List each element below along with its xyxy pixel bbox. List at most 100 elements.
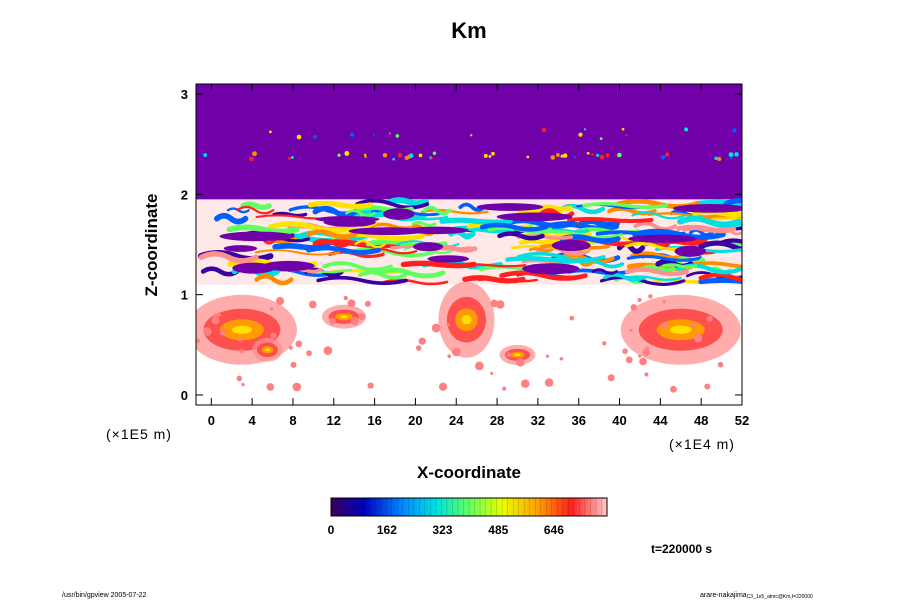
- plume-speck: [490, 299, 499, 308]
- y-tick-label: 3: [181, 87, 188, 102]
- plume-speck: [490, 371, 494, 375]
- upper-speck: [470, 134, 473, 137]
- x-axis-label: X-coordinate: [417, 463, 521, 482]
- upper-speck: [397, 152, 403, 158]
- upper-speck: [249, 156, 254, 162]
- plume-speck: [704, 383, 711, 390]
- plume-speck: [364, 300, 371, 307]
- turbulent-streak: [452, 263, 527, 268]
- turbulent-streak: [719, 238, 742, 245]
- plume-speck: [269, 307, 274, 311]
- upper-speck: [313, 134, 317, 139]
- footer-right: arare-nakajimaC3_1e5_atmc@Km,t=220000: [700, 592, 813, 600]
- turbulent-streak: [624, 267, 690, 276]
- plume-speck: [308, 300, 317, 309]
- plume-speck: [238, 337, 243, 342]
- plume-speck: [520, 379, 530, 388]
- turbulent-streak: [723, 197, 742, 207]
- x-tick-label: 12: [327, 413, 341, 428]
- turbulent-streak: [354, 239, 387, 249]
- turbulent-streak: [272, 211, 308, 218]
- upper-speck: [364, 155, 367, 158]
- plume-speck: [639, 357, 647, 366]
- upper-speck: [562, 153, 568, 158]
- turbulent-streak: [724, 239, 742, 247]
- plume-speck: [217, 312, 221, 317]
- plume-speck: [502, 386, 507, 391]
- turbulent-streak: [730, 226, 742, 232]
- plume-speck: [306, 350, 312, 357]
- lower-convective-plumes: [196, 281, 741, 393]
- turbulent-streak: [626, 254, 701, 262]
- upper-speck: [728, 152, 734, 158]
- plume-core: [264, 348, 271, 352]
- plume-speck: [452, 347, 461, 357]
- x-tick-label: 32: [531, 413, 545, 428]
- turbulent-streak: [705, 216, 742, 222]
- turbulent-streak: [631, 211, 686, 220]
- turbulent-streak: [698, 240, 742, 252]
- plume-speck: [516, 358, 525, 367]
- upper-speck: [596, 153, 600, 157]
- turbulent-streak: [236, 205, 275, 215]
- turbulent-streak: [698, 277, 742, 285]
- y-tick-label: 0: [181, 388, 188, 403]
- y-tick-label: 1: [181, 288, 188, 303]
- turbulent-streak: [499, 270, 588, 281]
- chart-title: Km: [451, 18, 486, 43]
- footer-left: /usr/bin/gpview 2005-07-22: [62, 592, 147, 599]
- x-tick-label: 52: [735, 413, 749, 428]
- upper-speck: [364, 153, 367, 156]
- turbulent-streak: [420, 208, 489, 215]
- time-label: t=220000 s: [651, 542, 712, 556]
- plume-speck: [569, 315, 575, 321]
- stable-pocket: [323, 217, 376, 227]
- plume-speck: [266, 383, 275, 391]
- stable-pocket: [672, 204, 742, 213]
- plume-speck: [295, 340, 303, 348]
- plume-speck: [544, 378, 554, 387]
- turbulent-streak: [346, 247, 435, 258]
- turbulent-streak: [502, 217, 576, 229]
- turbulent-streak: [567, 217, 654, 223]
- colorbar-tick-label: 0: [328, 523, 335, 537]
- turbulent-streak: [383, 278, 449, 286]
- plume-speck: [276, 296, 285, 306]
- plume-speck: [367, 382, 374, 389]
- upper-speck: [290, 156, 294, 159]
- upper-speck: [605, 153, 610, 158]
- plume-speck: [323, 346, 333, 355]
- x-tick-label: 16: [367, 413, 381, 428]
- plume-speck: [629, 328, 633, 332]
- plume-speck: [446, 322, 451, 327]
- upper-speck: [349, 132, 355, 137]
- colorbar-tick-label: 646: [544, 523, 564, 537]
- x-axis-unit: (×1E4 m): [669, 436, 735, 452]
- plume-speck: [220, 329, 226, 336]
- stable-pocket: [674, 245, 707, 257]
- upper-speck: [296, 134, 302, 140]
- plume-speck: [648, 294, 653, 299]
- plume-speck: [239, 349, 244, 354]
- colorbar-tick-label: 323: [432, 523, 452, 537]
- turbulent-streak: [200, 266, 240, 277]
- colorbar-tick-label: 162: [377, 523, 397, 537]
- turbulent-streak: [478, 277, 538, 283]
- turbulent-streak: [479, 222, 548, 232]
- turbulent-streak: [705, 214, 742, 219]
- plume-speck: [661, 322, 669, 329]
- upper-layer-specks: [201, 127, 739, 162]
- turbulent-streak: [307, 200, 373, 209]
- upper-speck: [599, 154, 605, 160]
- plume-speck: [670, 385, 677, 393]
- turbulent-streak: [312, 205, 358, 218]
- y-axis-unit: (×1E5 m): [106, 426, 172, 442]
- turbulent-streak: [582, 201, 669, 210]
- turbulent-streak: [633, 221, 678, 232]
- plume-speck: [241, 382, 245, 387]
- upper-speck: [683, 127, 689, 132]
- upper-speck: [429, 156, 432, 159]
- x-tick-label: 20: [408, 413, 422, 428]
- stable-pocket: [522, 263, 580, 275]
